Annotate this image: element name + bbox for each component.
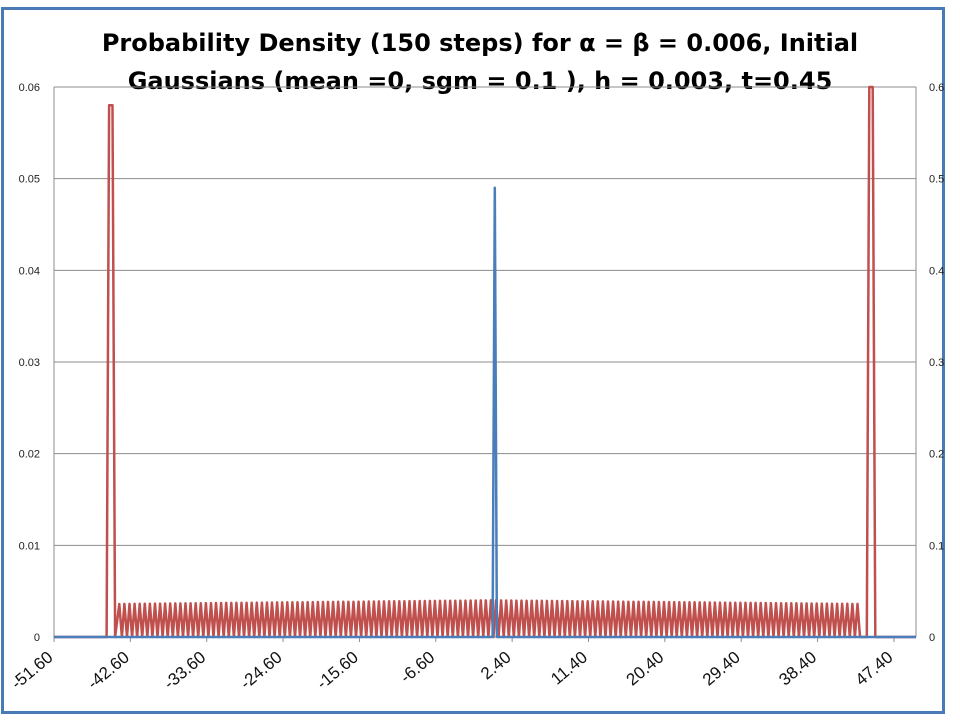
x-tick-label: -33.60 <box>160 648 209 694</box>
x-tick-label: 2.40 <box>477 648 515 684</box>
y-right-tick-label: 0.4 <box>929 265 944 277</box>
chart-title-line-1: Probability Density (150 steps) for α = … <box>101 29 859 57</box>
x-tick-label: -6.60 <box>396 648 438 687</box>
x-tick-label: 29.40 <box>699 648 744 690</box>
y-right-tick-label: 0.5 <box>929 174 944 186</box>
y-left-tick-label: 0.03 <box>19 357 40 369</box>
y-left-tick-label: 0 <box>34 632 40 644</box>
x-tick-label: -24.60 <box>237 648 286 694</box>
chart-frame <box>1 7 945 714</box>
chart-title-line-2: Gaussians (mean =0, sgm = 0.1 ), h = 0.0… <box>127 67 833 95</box>
x-tick-label: -15.60 <box>313 648 362 694</box>
x-tick-label: -42.60 <box>84 648 133 694</box>
x-tick-label: 38.40 <box>775 648 820 690</box>
y-left-tick-label: 0.05 <box>19 174 40 186</box>
series-line-blue <box>54 186 916 639</box>
y-right-tick-label: 0.1 <box>929 540 944 552</box>
x-tick-label: 47.40 <box>852 648 897 690</box>
y-right-tick-label: 0.2 <box>929 449 944 461</box>
x-tick-label: 11.40 <box>547 648 591 689</box>
x-tick-label: 20.40 <box>623 648 668 690</box>
y-right-tick-label: 0.6 <box>929 82 944 94</box>
y-left-tick-label: 0.04 <box>19 265 40 277</box>
chart-title: Probability Density (150 steps) for α = … <box>40 24 920 100</box>
y-left-tick-label: 0.02 <box>19 449 40 461</box>
y-left-tick-label: 0.01 <box>19 540 40 552</box>
y-right-tick-label: 0.3 <box>929 357 944 369</box>
y-right-tick-label: 0 <box>929 632 935 644</box>
y-left-tick-label: 0.06 <box>19 82 40 94</box>
x-tick-label: -51.60 <box>7 648 56 694</box>
series-line-red <box>54 85 916 639</box>
